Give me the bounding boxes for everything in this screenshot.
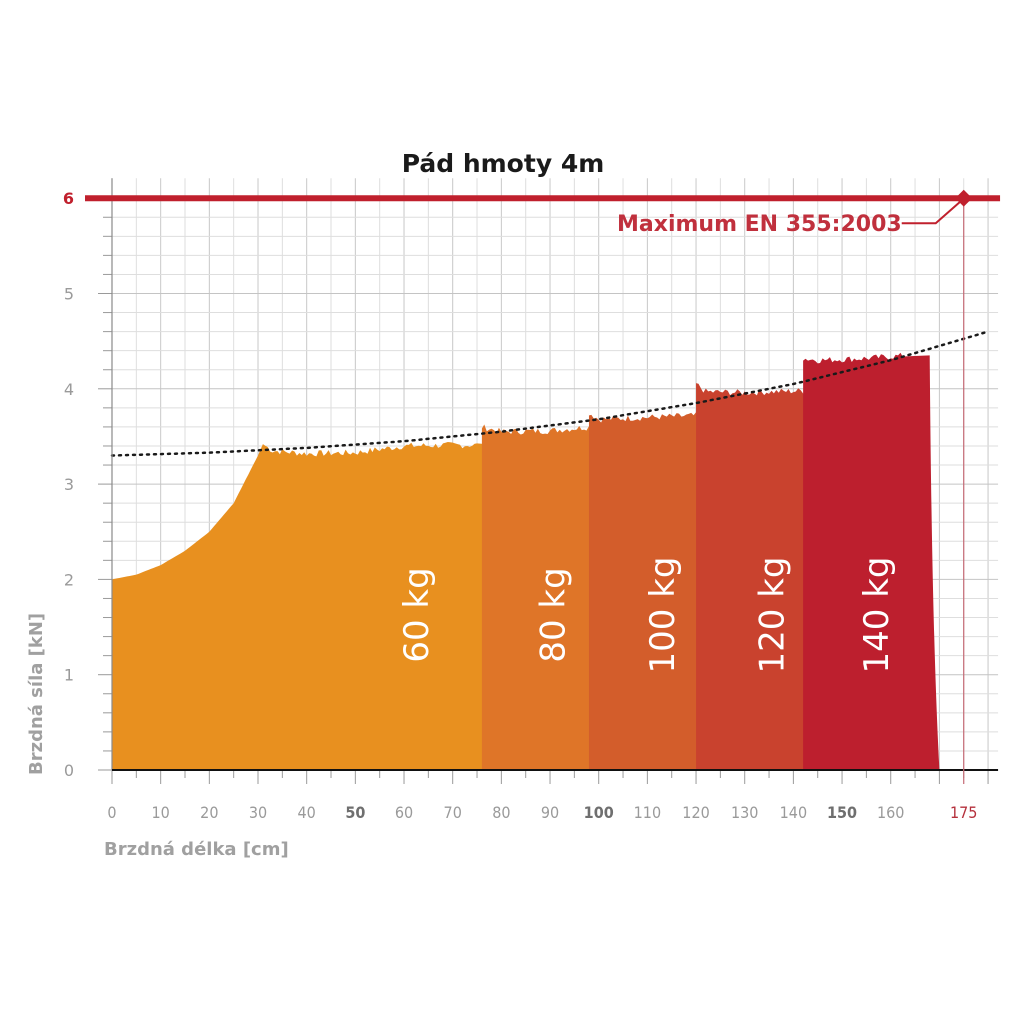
series-area <box>481 424 614 770</box>
series-area <box>696 383 838 770</box>
y-tick-label: 2 <box>64 570 74 589</box>
series-area <box>803 352 940 770</box>
x-tick-label: 10 <box>152 803 170 822</box>
x-axis-label: Brzdná délka [cm] <box>104 839 289 860</box>
series-label: 80 kg <box>534 567 574 662</box>
y-tick-label: 1 <box>64 666 74 685</box>
x-tick-label: 120 <box>682 803 709 822</box>
series-label: 60 kg <box>397 567 437 662</box>
x-tick-label: 50 <box>345 803 365 822</box>
y-tick-label: 5 <box>64 285 74 304</box>
x-tick-label: 90 <box>541 803 559 822</box>
annotation-leader <box>901 200 962 225</box>
series-labels: 60 kg 80 kg 100 kg 120 kg 140 kg <box>397 557 897 674</box>
series-label: 100 kg <box>643 557 683 674</box>
x-tick-label: 30 <box>249 803 267 822</box>
x-tick-label: 0 <box>107 803 116 822</box>
x-tick-label: 60 <box>395 803 413 822</box>
y-tick-label: 0 <box>64 761 74 780</box>
series-label: 120 kg <box>753 557 793 674</box>
x-tick-label: 20 <box>200 803 218 822</box>
x-tick-label: 100 <box>584 803 614 822</box>
trend-line <box>110 330 990 457</box>
x-tick-label: 160 <box>877 803 904 822</box>
y-tick-label: 3 <box>64 475 74 494</box>
series-areas <box>112 352 940 770</box>
y-axis-label: Brzdná síla [kN] <box>26 613 47 775</box>
x-tick-label: 70 <box>444 803 462 822</box>
x-tick-label: 140 <box>780 803 807 822</box>
series-area <box>112 442 502 770</box>
x-tick-label: 175 <box>950 803 977 822</box>
series-area <box>588 412 726 770</box>
y-tick-label: 4 <box>64 380 74 399</box>
limit-line-group: Maximum EN 355:2003 <box>85 189 1001 784</box>
x-tick-label: 150 <box>827 803 857 822</box>
trend-line-path <box>110 330 990 457</box>
limit-annotation: Maximum EN 355:2003 <box>617 212 902 237</box>
y-tick-label: 6 <box>63 189 74 208</box>
chart-title: Pád hmoty 4m <box>402 149 605 178</box>
x-tick-label: 80 <box>492 803 510 822</box>
x-tick-label: 130 <box>731 803 758 822</box>
x-tick-label: 40 <box>298 803 316 822</box>
series-label: 140 kg <box>857 557 897 674</box>
x-tick-label: 110 <box>634 803 661 822</box>
